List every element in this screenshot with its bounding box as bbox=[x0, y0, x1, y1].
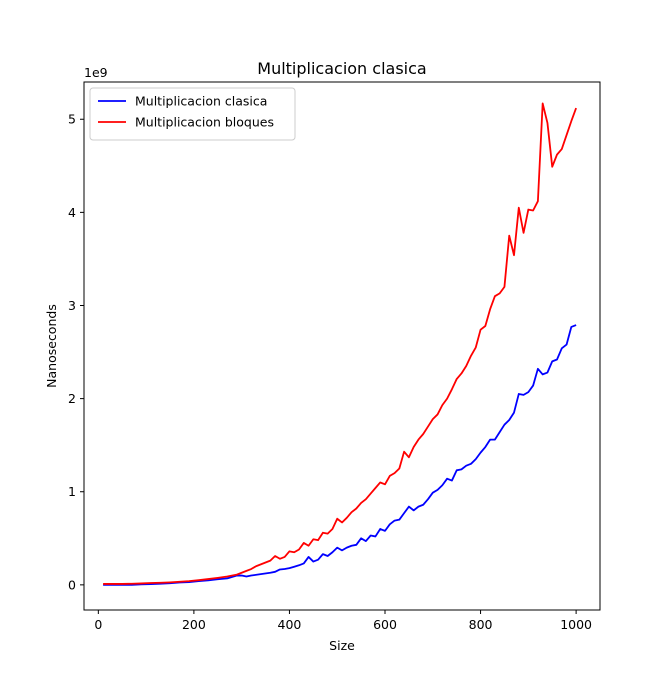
y-axis: 0 1 2 3 4 5 bbox=[68, 112, 84, 592]
x-tick-label: 800 bbox=[469, 617, 493, 632]
chart-title: Multiplicacion clasica bbox=[257, 59, 426, 78]
y-tick-label: 2 bbox=[68, 391, 76, 406]
y-tick-label: 5 bbox=[68, 112, 76, 127]
legend-box bbox=[89, 87, 296, 141]
x-tick-label: 1000 bbox=[560, 617, 592, 632]
legend-label-2: Multiplicacion bloques bbox=[135, 115, 274, 130]
series-line-1 bbox=[103, 324, 577, 586]
y-tick-label: 4 bbox=[68, 205, 76, 220]
x-axis-label: Size bbox=[329, 638, 355, 653]
y-tick-label: 0 bbox=[68, 577, 76, 592]
x-axis: 0 200 400 600 800 1000 bbox=[94, 610, 592, 632]
plot-frame bbox=[83, 81, 601, 611]
legend: Multiplicacion clasica Multiplicacion blo… bbox=[89, 87, 296, 141]
series-line-2 bbox=[103, 102, 577, 585]
x-tick-label: 200 bbox=[182, 617, 206, 632]
y-tick-label: 1 bbox=[68, 484, 76, 499]
y-axis-label: Nanoseconds bbox=[44, 304, 59, 388]
x-tick-label: 600 bbox=[373, 617, 397, 632]
x-tick-label: 0 bbox=[94, 617, 102, 632]
y-tick-label: 3 bbox=[68, 298, 76, 313]
y-axis-offset-label: 1e9 bbox=[84, 65, 108, 80]
x-tick-label: 400 bbox=[278, 617, 302, 632]
series-layer bbox=[103, 102, 577, 586]
legend-label-1: Multiplicacion clasica bbox=[135, 94, 267, 109]
